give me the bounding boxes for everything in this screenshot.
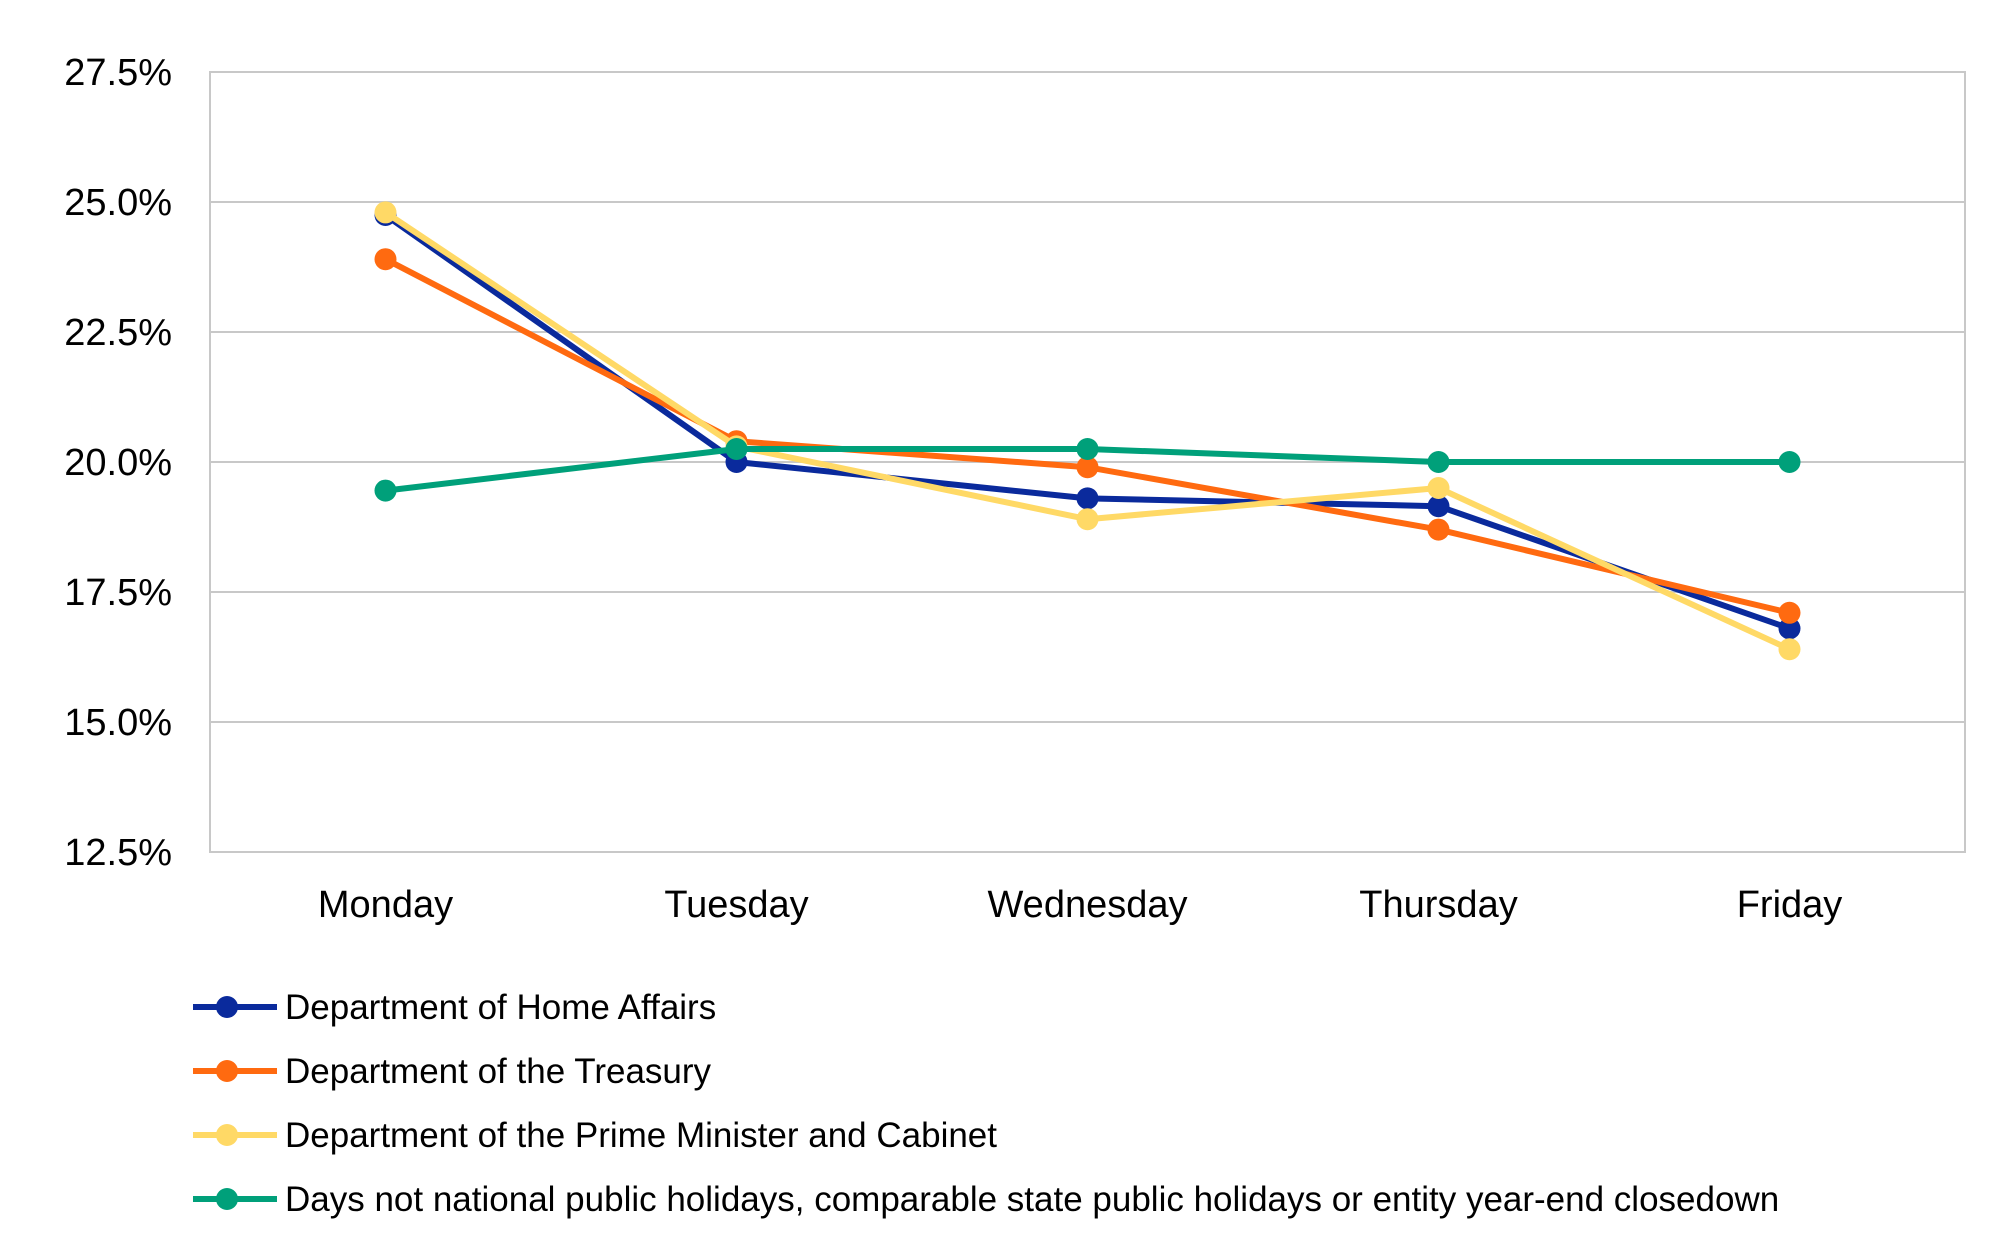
legend-swatch-marker: [216, 996, 238, 1018]
plot-area-frame: [209, 71, 1966, 853]
series-0: [374, 204, 1801, 640]
legend-label: Days not national public holidays, compa…: [285, 1180, 1779, 1219]
series-line: [383, 212, 1791, 632]
x-tick-label: Monday: [318, 884, 453, 926]
legend-swatch-marker: [216, 1060, 238, 1082]
legend-item: Department of the Prime Minister and Cab…: [193, 1116, 997, 1155]
legend-swatch-marker: [216, 1124, 238, 1146]
y-tick-label: 27.5%: [64, 52, 172, 94]
data-point: [1427, 451, 1450, 473]
data-point: [374, 248, 397, 271]
data-point: [1427, 477, 1450, 499]
data-point: [1778, 451, 1801, 473]
y-tick-label: 20.0%: [64, 442, 172, 484]
legend-swatch-marker: [216, 1188, 238, 1210]
data-point: [1076, 456, 1099, 479]
x-tick-label: Friday: [1737, 884, 1843, 926]
legend-label: Department of the Prime Minister and Cab…: [285, 1116, 997, 1155]
series-3: [374, 438, 1801, 502]
y-tick-label: 12.5%: [64, 832, 172, 874]
data-point: [1076, 438, 1099, 460]
series-line: [384, 256, 1791, 616]
y-tick-label: 22.5%: [64, 312, 172, 354]
data-point: [1076, 487, 1099, 510]
data-point: [725, 438, 748, 460]
y-tick-label: 17.5%: [64, 572, 172, 614]
x-tick-label: Wednesday: [988, 884, 1188, 926]
series-lines: [374, 201, 1801, 661]
legend-label: Department of Home Affairs: [285, 988, 716, 1027]
data-point: [1427, 518, 1450, 541]
y-tick-label: 25.0%: [64, 182, 172, 224]
legend-item: Department of Home Affairs: [193, 988, 716, 1027]
legend: Department of Home Affairs Department of …: [193, 988, 1779, 1219]
legend-item: Days not national public holidays, compa…: [193, 1180, 1779, 1219]
x-tick-label: Tuesday: [664, 884, 808, 926]
series-1: [374, 248, 1801, 624]
data-point: [1778, 638, 1801, 661]
data-point: [1778, 601, 1801, 624]
data-point: [1076, 508, 1099, 531]
legend-label: Department of the Treasury: [285, 1052, 712, 1091]
data-point: [374, 479, 397, 502]
data-point: [374, 201, 397, 224]
data-point: [1427, 495, 1450, 518]
x-axis-tick-labels: Monday Tuesday Wednesday Thursday Friday: [318, 884, 1842, 926]
data-point: [1778, 617, 1801, 640]
legend-item: Department of the Treasury: [193, 1052, 712, 1091]
series-line: [383, 209, 1791, 652]
y-tick-label: 15.0%: [64, 702, 172, 744]
x-tick-label: Thursday: [1359, 884, 1517, 926]
y-axis-tick-labels: 12.5% 15.0% 17.5% 20.0% 22.5% 25.0% 27.5%: [64, 52, 172, 874]
